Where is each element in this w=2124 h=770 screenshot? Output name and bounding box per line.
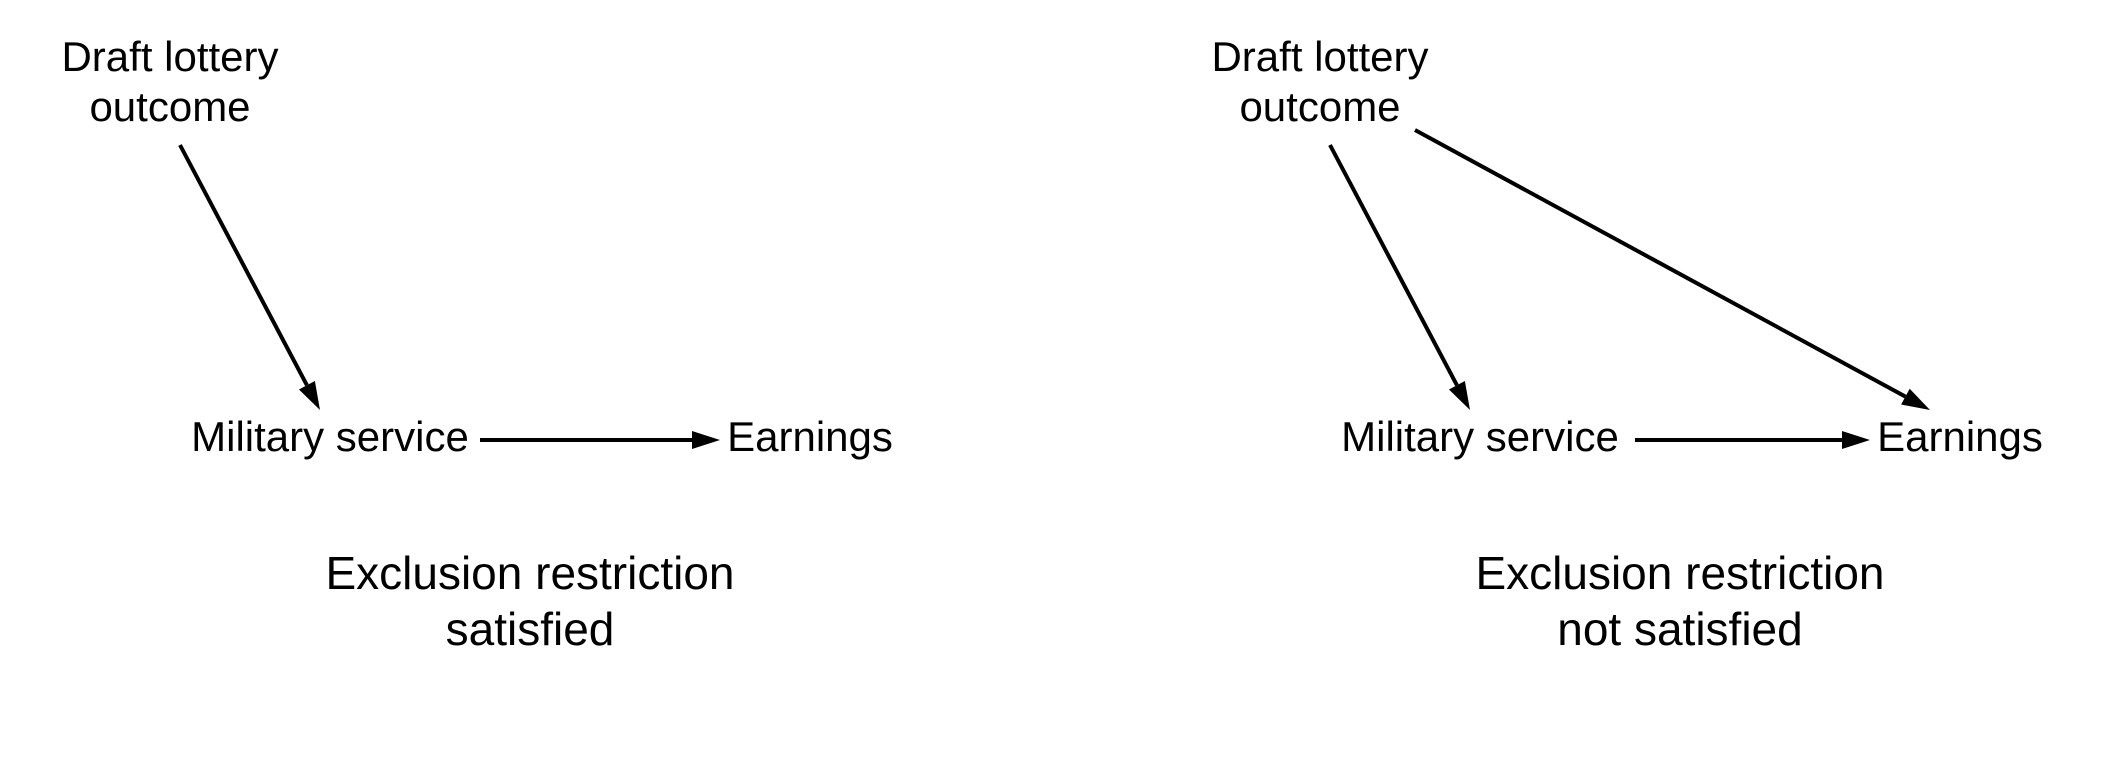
right-edge-treatment-to-outcome [1635, 431, 1870, 449]
right-edge-instrument-to-treatment [1330, 145, 1470, 410]
right-node-treatment: Military service [1341, 413, 1619, 460]
right-node-outcome: Earnings [1877, 413, 2043, 460]
right-node-instrument-line-1: outcome [1239, 83, 1400, 130]
left-node-instrument-line-0: Draft lottery [61, 33, 278, 80]
left-node-outcome: Earnings [727, 413, 893, 460]
left-node-instrument: Draft lotteryoutcome [61, 33, 278, 130]
left-node-treatment: Military service [191, 413, 469, 460]
left-caption: Exclusion restrictionsatisfied [325, 547, 734, 655]
left-caption-line-1: satisfied [446, 603, 615, 655]
left-caption-line-0: Exclusion restriction [325, 547, 734, 599]
right-caption-line-0: Exclusion restriction [1475, 547, 1884, 599]
left-node-treatment-line-0: Military service [191, 413, 469, 460]
left-edge-treatment-to-outcome [480, 431, 720, 449]
right-node-treatment-line-0: Military service [1341, 413, 1619, 460]
left-edge-instrument-to-treatment [180, 145, 320, 410]
right-node-outcome-line-0: Earnings [1877, 413, 2043, 460]
right-node-instrument-line-0: Draft lottery [1211, 33, 1428, 80]
left-node-instrument-line-1: outcome [89, 83, 250, 130]
right-caption: Exclusion restrictionnot satisfied [1475, 547, 1884, 655]
right-node-instrument: Draft lotteryoutcome [1211, 33, 1428, 130]
left-node-outcome-line-0: Earnings [727, 413, 893, 460]
right-edge-instrument-to-outcome [1415, 130, 1930, 410]
right-caption-line-1: not satisfied [1557, 603, 1802, 655]
